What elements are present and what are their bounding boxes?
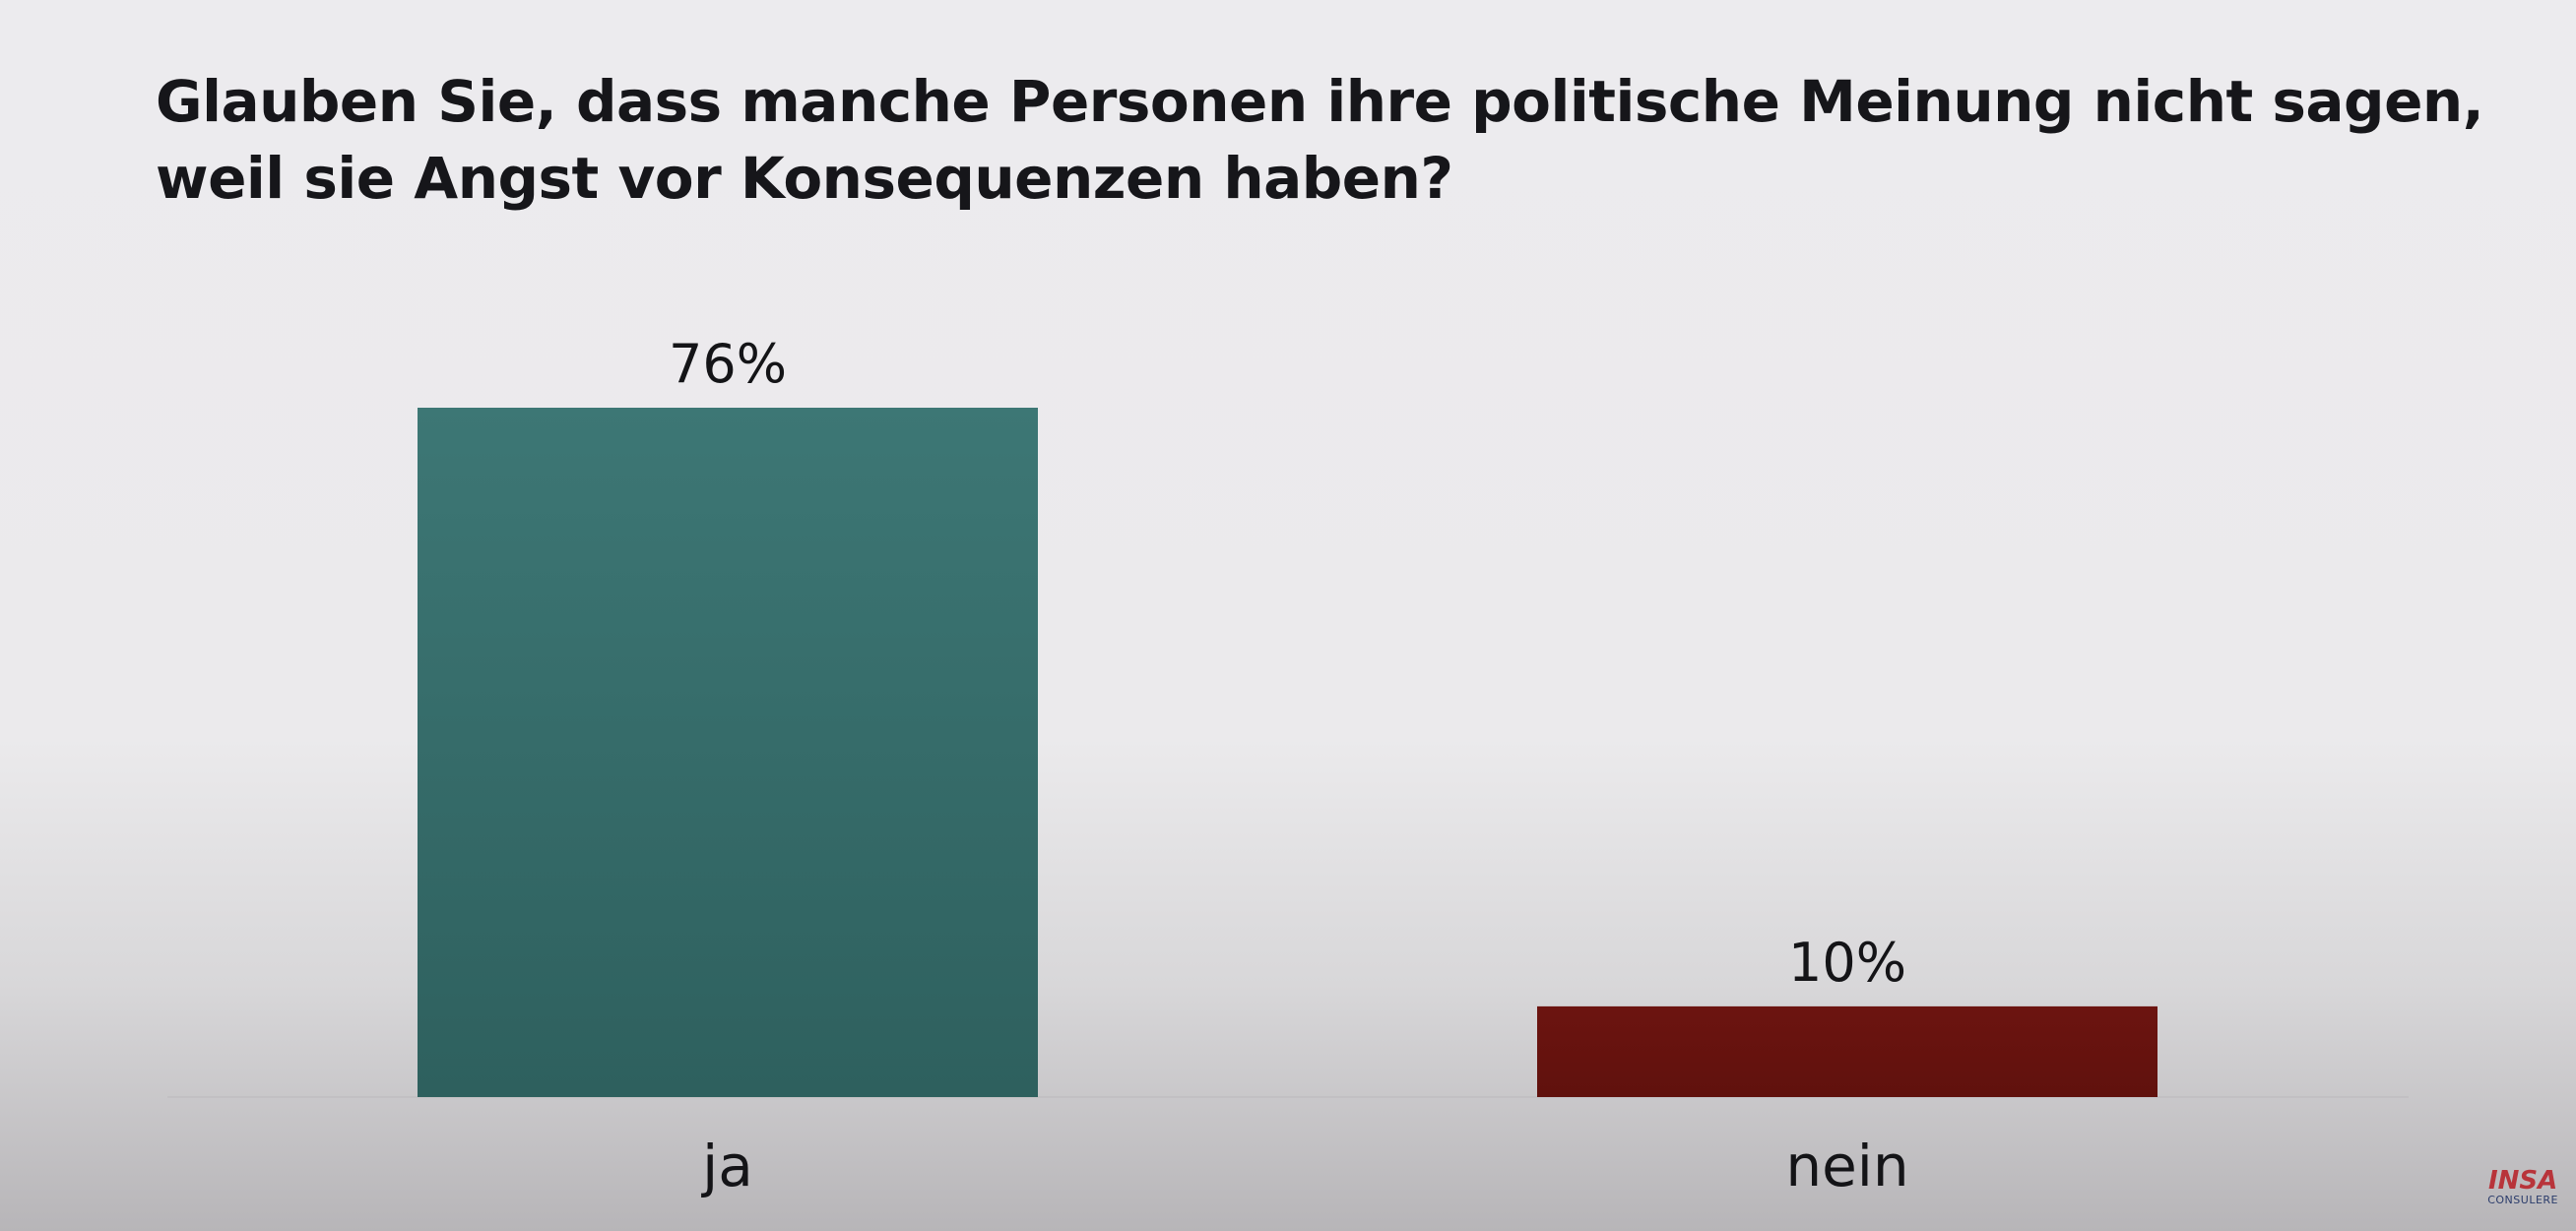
category-label-ja: ja: [700, 1133, 753, 1199]
insa-consulere-logo: INSA CONSULERE: [2487, 1168, 2558, 1205]
bar-nein: [1537, 1005, 2157, 1097]
category-label-nein: nein: [1785, 1133, 1908, 1199]
value-label-nein: 10%: [1788, 932, 1906, 994]
bar-ja: [418, 408, 1038, 1097]
value-label-ja: 76%: [669, 333, 787, 395]
logo-wordmark: INSA: [2487, 1166, 2558, 1196]
chart-title: Glauben Sie, dass manche Personen ihre p…: [156, 63, 2484, 217]
chart-title-line-2: weil sie Angst vor Konsequenzen haben?: [156, 145, 1453, 212]
chart-title-line-1: Glauben Sie, dass manche Personen ihre p…: [156, 68, 2484, 135]
logo-subtitle: CONSULERE: [2487, 1194, 2558, 1206]
